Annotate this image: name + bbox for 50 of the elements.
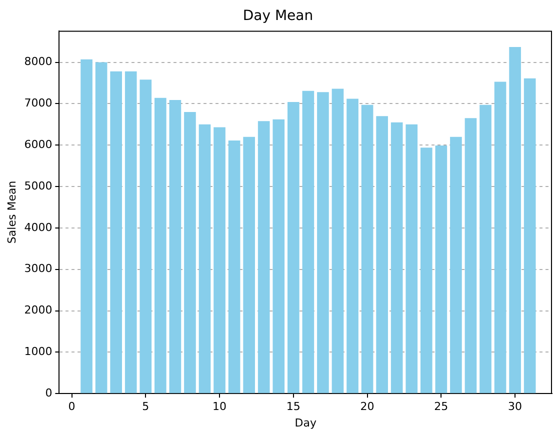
bar [272, 119, 285, 394]
x-tick-label: 30 [508, 400, 522, 414]
y-tick-label: 8000 [24, 55, 52, 68]
y-tick-label: 1000 [24, 345, 52, 358]
bar [346, 98, 358, 394]
y-tick-label: 5000 [24, 179, 52, 192]
bar [420, 148, 432, 394]
x-tick-label: 15 [286, 400, 300, 414]
bar [390, 122, 403, 394]
bar [302, 90, 314, 394]
bar [243, 136, 255, 394]
bar [228, 140, 240, 394]
bar [154, 98, 166, 394]
bar [464, 118, 477, 394]
bar [406, 124, 418, 394]
bar [332, 88, 344, 394]
y-tick-label: 0 [45, 386, 52, 400]
bar [524, 78, 536, 394]
y-tick-label: 3000 [24, 262, 52, 276]
y-tick-label: 4000 [24, 220, 52, 234]
y-tick-label: 6000 [24, 138, 52, 151]
chart-title: Day Mean [242, 8, 314, 24]
bar [376, 116, 388, 394]
bar [450, 136, 462, 394]
bar [140, 80, 152, 394]
bar [287, 102, 300, 394]
bar [110, 71, 122, 394]
y-tick-label: 2000 [24, 304, 52, 317]
bar [80, 59, 92, 394]
bar [184, 112, 196, 394]
x-tick-label: 25 [434, 400, 448, 414]
bar [169, 100, 182, 394]
bar [198, 124, 211, 394]
bar [95, 62, 108, 394]
x-axis-title: Day [294, 416, 317, 430]
bar [317, 92, 329, 394]
x-tick-label: 0 [68, 400, 76, 414]
y-axis-title: Sales Mean [5, 180, 18, 244]
bar [214, 127, 226, 394]
y-tick-label: 7000 [24, 96, 52, 110]
bar [480, 104, 492, 394]
bar [509, 46, 521, 394]
x-tick-label: 20 [360, 400, 374, 414]
bar [435, 146, 448, 394]
bar [361, 104, 374, 394]
bar [494, 82, 506, 394]
x-tick-label: 10 [212, 400, 227, 414]
x-tick-label: 5 [142, 400, 150, 414]
bar [124, 71, 137, 394]
bar [258, 121, 270, 394]
